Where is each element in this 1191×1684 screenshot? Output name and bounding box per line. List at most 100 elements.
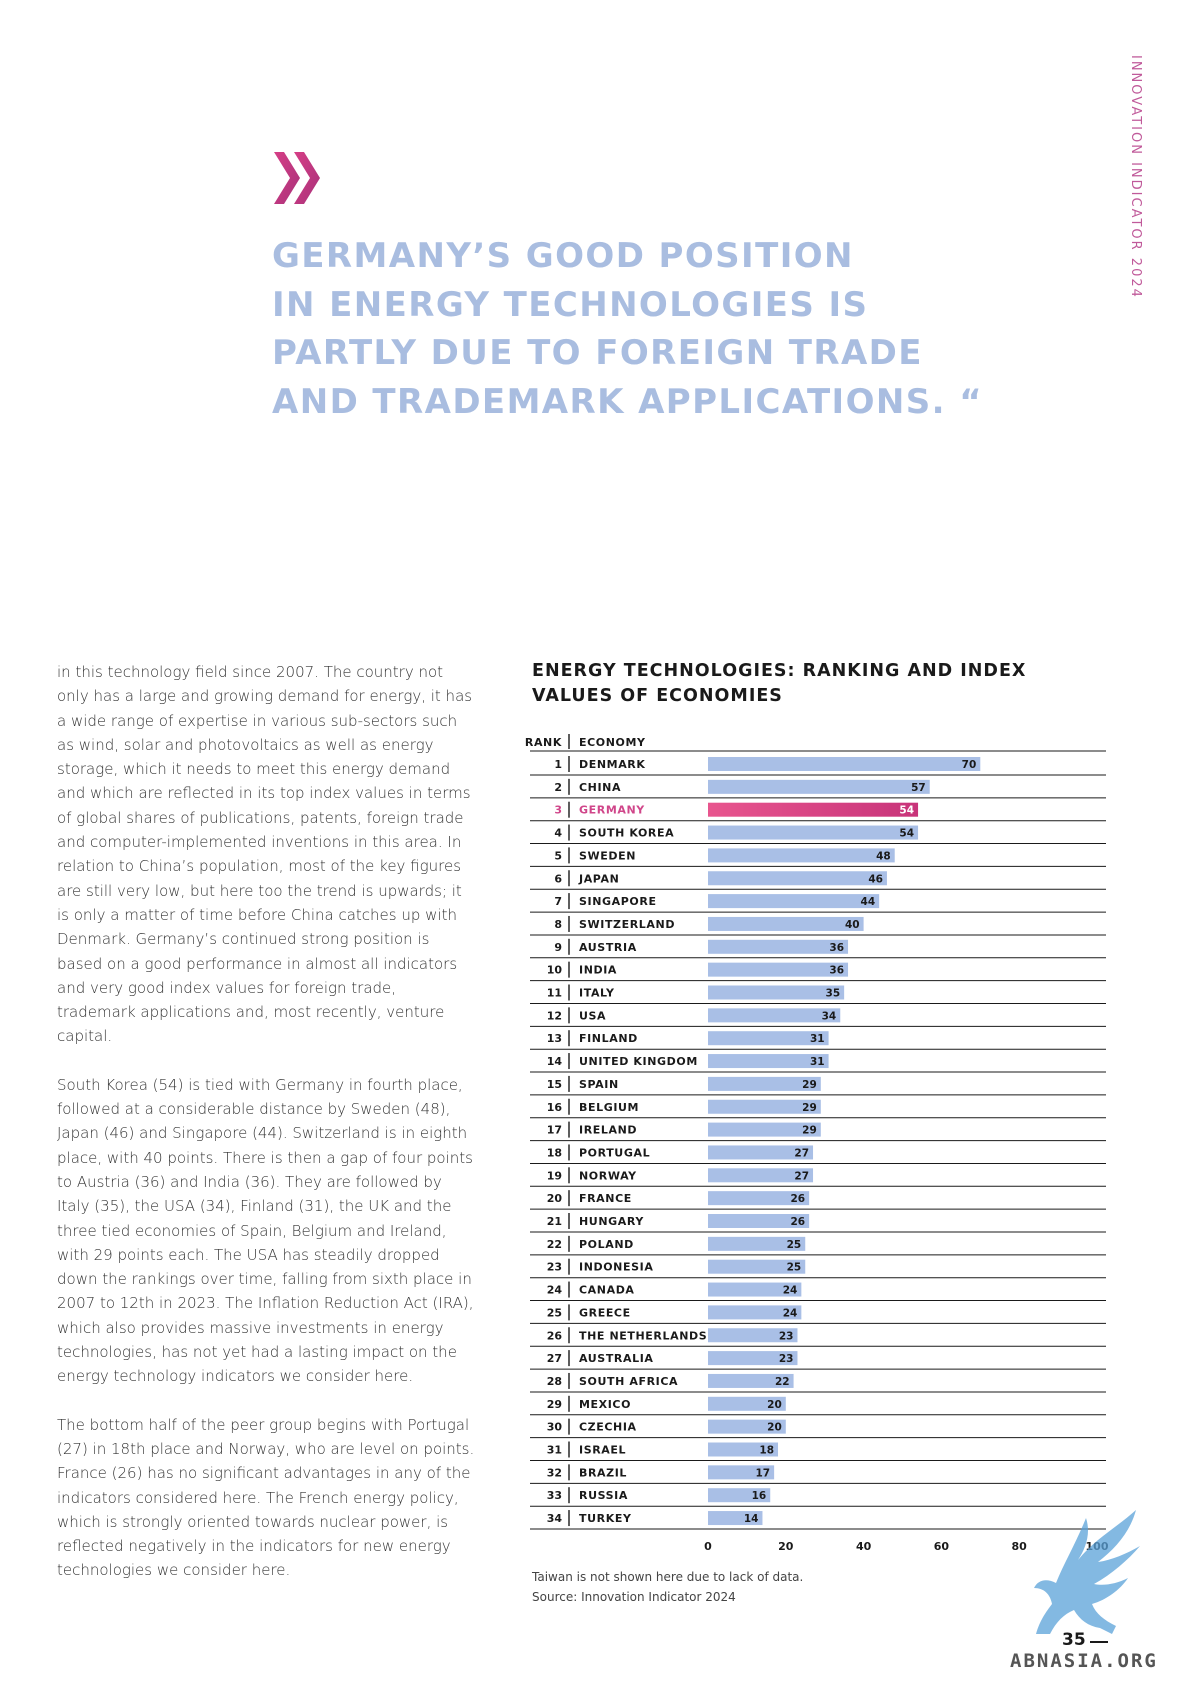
bar-value-label: 16 — [752, 1490, 767, 1502]
rank-label: 31 — [547, 1444, 562, 1457]
bar — [708, 1328, 798, 1343]
bar-value-label: 22 — [775, 1376, 790, 1388]
bar — [708, 1259, 806, 1274]
bar-value-label: 48 — [876, 850, 891, 862]
economy-label: SINGAPORE — [579, 895, 657, 908]
bar — [708, 848, 895, 863]
economy-label: BELGIUM — [579, 1101, 639, 1114]
body-paragraph-3: The bottom half of the peer group begins… — [57, 1415, 475, 1580]
bar — [708, 1465, 775, 1480]
economy-label: CANADA — [579, 1284, 635, 1297]
rank-column-header: RANK — [525, 736, 562, 749]
bar-value-label: 27 — [794, 1170, 809, 1182]
bar — [708, 1145, 814, 1160]
rank-label: 17 — [547, 1124, 562, 1137]
rank-label: 13 — [547, 1032, 562, 1045]
bar-value-label: 31 — [810, 1056, 825, 1068]
bar-value-label: 54 — [899, 828, 914, 840]
bar — [708, 962, 849, 977]
economy-label: JAPAN — [578, 872, 619, 885]
watermark-griffin-logo — [1034, 1510, 1140, 1634]
bar-value-label: 35 — [826, 988, 841, 1000]
rank-label: 12 — [547, 1009, 562, 1022]
economy-label: GERMANY — [579, 804, 645, 817]
rank-label: 2 — [554, 781, 562, 794]
economy-label: SOUTH KOREA — [579, 827, 674, 840]
bar — [708, 1282, 802, 1297]
bar — [708, 1396, 786, 1411]
double-chevron-quote-icon — [274, 152, 320, 204]
running-title: INNOVATION INDICATOR 2024 — [1128, 55, 1143, 299]
bar — [708, 1191, 810, 1206]
bar-value-label: 29 — [802, 1079, 817, 1091]
bar — [708, 1511, 763, 1526]
body-paragraph-1: in this technology field since 2007. The… — [57, 663, 473, 1046]
bar-value-label: 20 — [767, 1422, 782, 1434]
economy-label: BRAZIL — [579, 1466, 627, 1479]
economy-label: NORWAY — [579, 1169, 637, 1182]
bar — [708, 939, 849, 954]
bar — [708, 1419, 786, 1434]
pull-quote-headline: GERMANY’S GOOD POSITION IN ENERGY TECHNO… — [272, 232, 983, 426]
economy-label: SPAIN — [579, 1078, 619, 1091]
rank-label: 10 — [547, 964, 563, 977]
bar-value-label: 27 — [794, 1147, 809, 1159]
rank-label: 30 — [547, 1421, 563, 1434]
rank-label: 4 — [554, 827, 562, 840]
bar-value-label: 14 — [744, 1513, 759, 1525]
economy-label: AUSTRALIA — [579, 1352, 654, 1365]
headline-line-3: PARTLY DUE TO FOREIGN TRADE — [272, 333, 923, 373]
bar-value-label: 40 — [845, 919, 860, 931]
bar — [708, 1236, 806, 1251]
rank-label: 33 — [547, 1489, 562, 1502]
bar — [708, 1488, 771, 1503]
economy-label: USA — [579, 1009, 606, 1022]
bar-value-label: 29 — [802, 1102, 817, 1114]
x-tick-label: 60 — [934, 1540, 950, 1553]
bar — [708, 1031, 829, 1046]
bar — [708, 1008, 841, 1023]
rank-label: 28 — [547, 1375, 562, 1388]
rank-label: 32 — [547, 1466, 562, 1479]
body-paragraph-2: South Korea (54) is tied with Germany in… — [57, 1075, 474, 1386]
economy-label: SOUTH AFRICA — [579, 1375, 678, 1388]
bar — [708, 1099, 821, 1114]
economy-label: CHINA — [579, 781, 621, 794]
bar-value-label: 23 — [779, 1353, 794, 1365]
bar-value-label: 24 — [783, 1307, 798, 1319]
watermark-text: ABNASIA.ORG — [1010, 1650, 1158, 1672]
bar — [708, 1054, 829, 1069]
rank-label: 20 — [547, 1192, 563, 1205]
rank-label: 34 — [547, 1512, 563, 1525]
body-text-column: in this technology field since 2007. The… — [57, 660, 475, 1607]
bar-value-label: 24 — [783, 1285, 798, 1297]
x-tick-label: 20 — [778, 1540, 794, 1553]
bar-value-label: 26 — [791, 1193, 806, 1205]
bar — [708, 894, 880, 909]
rank-label: 21 — [547, 1215, 562, 1228]
headline-line-2: IN ENERGY TECHNOLOGIES IS — [272, 284, 869, 325]
bar-value-label: 70 — [962, 759, 977, 771]
chart-notes: Taiwan is not shown here due to lack of … — [532, 1567, 803, 1607]
bar — [708, 916, 864, 931]
economy-label: THE NETHERLANDS — [579, 1329, 707, 1342]
rank-label: 7 — [554, 895, 562, 908]
headline-line-1: GERMANY’S GOOD POSITION — [272, 236, 854, 276]
bar-value-label: 29 — [802, 1125, 817, 1137]
bar-value-label: 36 — [829, 942, 844, 954]
page-number-dash — [1090, 1641, 1108, 1643]
bar-value-label: 23 — [779, 1330, 794, 1342]
bar — [708, 1442, 779, 1457]
bar-value-label: 17 — [756, 1467, 771, 1479]
chart-source-line: Source: Innovation Indicator 2024 — [532, 1590, 736, 1604]
bar — [708, 1168, 814, 1183]
bar-value-label: 57 — [911, 782, 926, 794]
bar-value-label: 36 — [829, 965, 844, 977]
bar-value-label: 26 — [791, 1216, 806, 1228]
bar — [708, 757, 981, 771]
chart-title: ENERGY TECHNOLOGIES: RANKING AND INDEX V… — [532, 661, 1027, 706]
rank-label: 18 — [547, 1146, 562, 1159]
page-number: 35 — [1062, 1630, 1086, 1650]
bar — [708, 1305, 802, 1320]
bar-value-label: 25 — [787, 1239, 802, 1251]
